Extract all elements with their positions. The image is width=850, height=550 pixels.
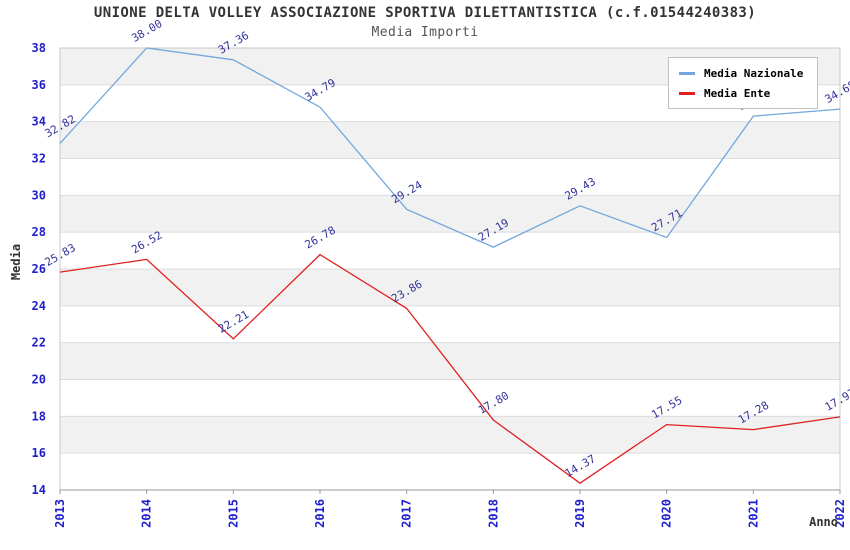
y-tick-label: 38 [32,41,46,55]
x-tick-label: 2018 [486,499,500,528]
chart-title: UNIONE DELTA VOLLEY ASSOCIAZIONE SPORTIV… [93,5,757,21]
legend-item-media-ente: Media Ente [679,85,809,101]
y-tick-label: 24 [32,299,46,313]
y-axis-title: Media [9,243,23,281]
y-tick-label: 22 [32,336,46,350]
plot-band [60,342,840,380]
x-tick-label: 2017 [400,499,414,528]
legend-line-swatch-blue [679,71,695,75]
x-tick-label: 2015 [226,499,240,528]
y-tick-label: 16 [32,446,46,460]
y-tick-label: 32 [32,152,46,166]
x-tick-label: 2019 [573,499,587,528]
data-point-label: 17.97 [823,386,850,414]
data-point-label: 17.80 [476,389,511,417]
legend-label: Media Nazionale [704,66,804,80]
plot-band [60,416,840,454]
chart-legend: Media Nazionale Media Ente [668,57,818,109]
y-tick-label: 26 [32,262,46,276]
legend-label: Media Ente [704,86,771,100]
x-axis-title: Anno [809,515,838,529]
y-tick-label: 20 [32,373,46,387]
x-tick-label: 2021 [746,499,760,528]
y-tick-label: 18 [32,409,46,423]
plot-band [60,195,840,233]
series-line-media-ente [59,253,841,484]
y-tick-label: 28 [32,225,46,239]
x-tick-label: 2022 [833,499,847,528]
y-tick-label: 14 [32,483,46,497]
x-tick-label: 2014 [140,499,154,528]
data-point-label: 22.21 [216,308,251,336]
chart-subtitle: Media Importi [371,25,479,40]
plot-band [60,121,840,159]
y-tick-label: 34 [32,115,46,129]
x-tick-label: 2013 [53,499,67,528]
legend-line-swatch-red [679,91,695,95]
series-line-media-nazionale [59,47,841,248]
data-point-label: 14.37 [563,452,598,480]
legend-item-media-nazionale: Media Nazionale [679,65,809,81]
y-tick-label: 30 [32,188,46,202]
y-tick-label: 36 [32,78,46,92]
x-tick-label: 2020 [660,499,674,528]
x-tick-label: 2016 [313,499,327,528]
